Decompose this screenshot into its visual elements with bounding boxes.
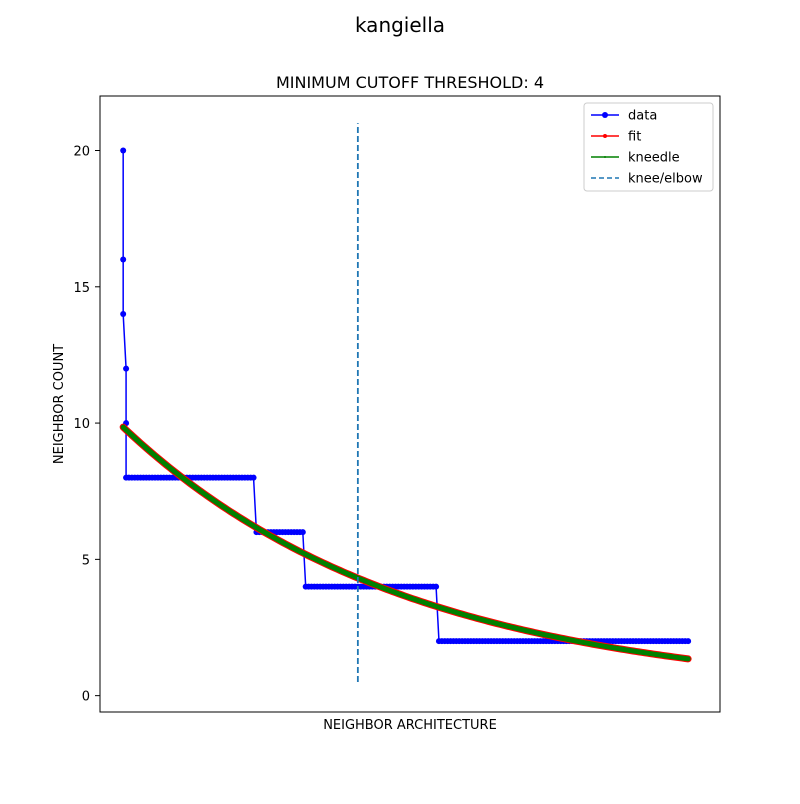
legend-entry: knee/elbow bbox=[591, 172, 703, 187]
data-series-line bbox=[122, 150, 689, 642]
legend-entry: kneedle bbox=[591, 151, 680, 166]
legend-entry: data bbox=[591, 109, 657, 124]
axes-frame bbox=[99, 95, 721, 713]
data-point bbox=[299, 529, 306, 536]
legend-box bbox=[583, 102, 714, 192]
legend-label: data bbox=[628, 109, 657, 124]
legend: data fit kneedle knee/elbow bbox=[583, 102, 714, 192]
y-tick-label: 15 bbox=[73, 281, 90, 296]
data-point bbox=[250, 474, 257, 481]
data-point bbox=[123, 365, 130, 372]
legend-label: fit bbox=[628, 130, 641, 145]
data-point bbox=[685, 638, 692, 645]
y-axis-ticks: 0 5 10 15 20 bbox=[73, 145, 100, 705]
data-point bbox=[120, 147, 127, 154]
chart-title: MINIMUM CUTOFF THRESHOLD: 4 bbox=[276, 73, 544, 92]
legend-marker bbox=[604, 156, 606, 158]
data-series-markers bbox=[120, 147, 692, 645]
chart-suptitle: kangiella bbox=[355, 13, 445, 37]
kneedle-series-line bbox=[120, 424, 691, 662]
data-point bbox=[120, 256, 127, 263]
y-tick-label: 20 bbox=[73, 145, 90, 160]
y-axis-label: NEIGHBOR COUNT bbox=[52, 344, 67, 464]
legend-entry: fit bbox=[591, 130, 641, 145]
y-tick-label: 0 bbox=[82, 690, 90, 705]
fit-series-line bbox=[119, 423, 692, 663]
data-point bbox=[433, 583, 440, 590]
legend-marker bbox=[603, 134, 607, 138]
data-point bbox=[120, 311, 127, 318]
x-axis-label: NEIGHBOR ARCHITECTURE bbox=[323, 718, 497, 733]
y-tick-label: 5 bbox=[82, 553, 90, 568]
legend-label: knee/elbow bbox=[628, 172, 703, 187]
legend-marker bbox=[602, 112, 608, 118]
plot-area bbox=[119, 123, 692, 683]
y-tick-label: 10 bbox=[73, 417, 90, 432]
legend-label: kneedle bbox=[628, 151, 680, 166]
